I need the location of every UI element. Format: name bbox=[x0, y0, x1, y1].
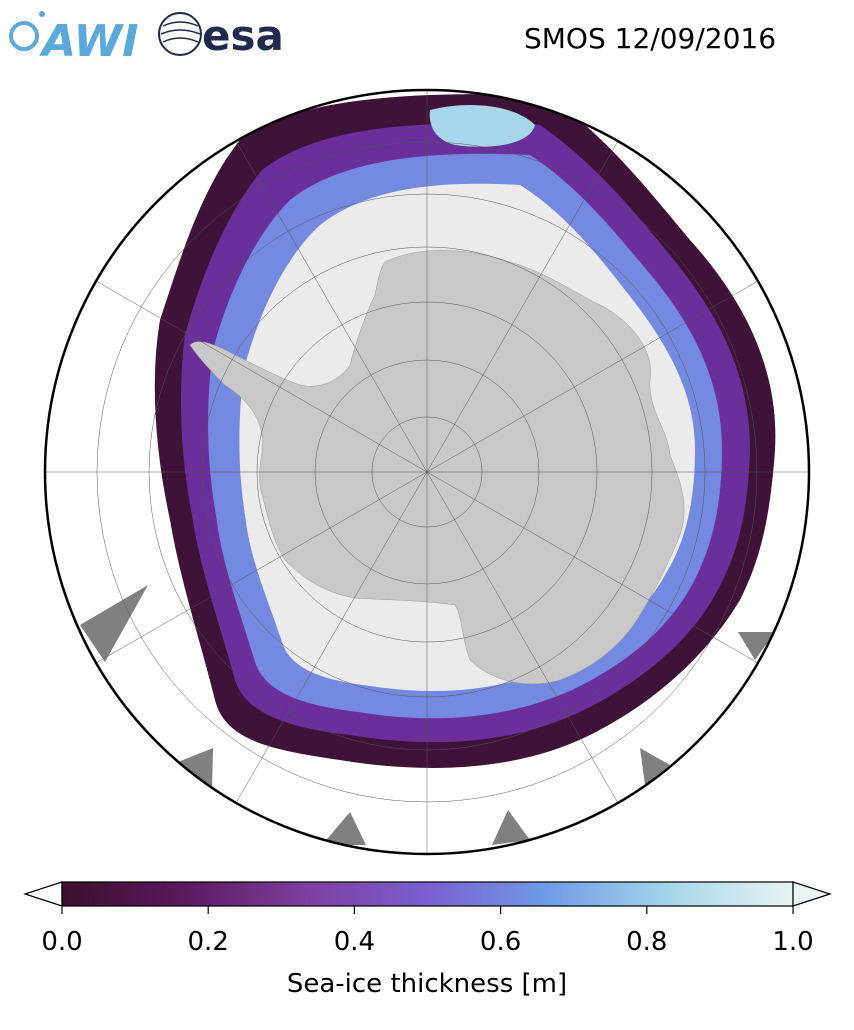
antarctica bbox=[189, 250, 685, 685]
awi-logo-icon: AWI bbox=[9, 11, 139, 60]
colorbar-tick-label: 0.4 bbox=[334, 927, 375, 957]
colorbar-svg: 0.0 0.2 0.4 0.6 0.8 1.0 Sea-ice thickness [m] bbox=[23, 881, 832, 999]
colorbar-tick-label: 0.0 bbox=[41, 927, 82, 957]
colorbar: 0.0 0.2 0.4 0.6 0.8 1.0 Sea-ice thickness [m] bbox=[0, 870, 854, 1026]
missing-data bbox=[80, 585, 775, 845]
esa-logo-icon: esa bbox=[158, 11, 284, 60]
awi-logo-text: AWI bbox=[39, 16, 139, 60]
colorbar-extend-high bbox=[792, 881, 832, 907]
sea-ice-lightblue-patch bbox=[429, 105, 535, 147]
colorbar-label: Sea-ice thickness [m] bbox=[287, 969, 567, 999]
colorbar-extend-low bbox=[23, 881, 63, 907]
polar-map bbox=[43, 88, 811, 856]
graticule bbox=[45, 90, 809, 854]
colorbar-tick-label: 1.0 bbox=[772, 927, 813, 957]
map-title: SMOS 12/09/2016 bbox=[523, 22, 777, 55]
colorbar-bar bbox=[61, 881, 794, 907]
map-panel bbox=[43, 88, 811, 856]
esa-logo-text: esa bbox=[202, 11, 284, 60]
colorbar-tick-label: 0.8 bbox=[626, 927, 667, 957]
colorbar-tick-label: 0.6 bbox=[480, 927, 521, 957]
esa-logo: esa bbox=[158, 8, 303, 60]
colorbar-ticks: 0.0 0.2 0.4 0.6 0.8 1.0 bbox=[41, 906, 814, 957]
colorbar-tick-label: 0.2 bbox=[188, 927, 229, 957]
awi-logo: AWI bbox=[8, 8, 143, 60]
map-border bbox=[43, 88, 811, 856]
